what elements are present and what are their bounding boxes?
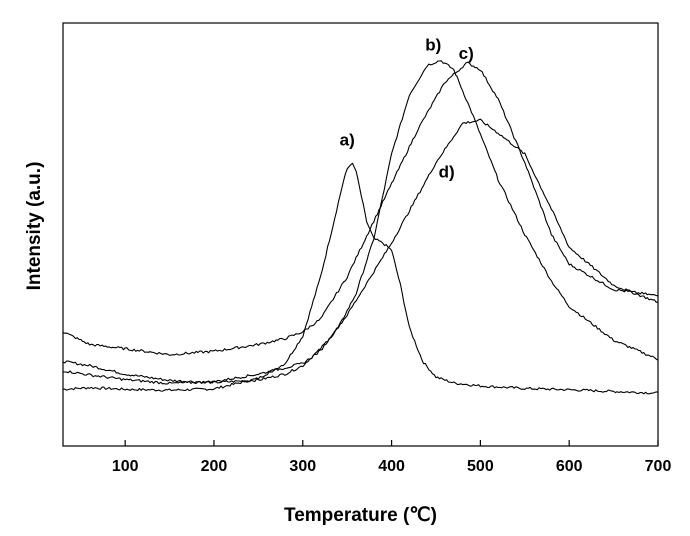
curve-labels: a) b) c) d) — [340, 35, 474, 181]
curve-label: d) — [439, 162, 455, 181]
x-tick-label: 400 — [378, 458, 405, 475]
curve-label: a) — [340, 131, 355, 150]
series-layer — [62, 60, 659, 395]
x-tick-label: 200 — [201, 458, 228, 475]
plot-area-frame — [62, 22, 659, 447]
curve-label: b) — [425, 35, 441, 54]
x-axis-ticks: 100 200 300 400 500 600 700 — [112, 440, 672, 475]
x-tick-label: 100 — [112, 458, 139, 475]
series-line-d — [62, 118, 659, 385]
x-tick-label: 600 — [556, 458, 583, 475]
curve-label: c) — [459, 44, 474, 63]
y-axis-title: Intensity (a.u.) — [24, 162, 45, 291]
x-tick-label: 300 — [289, 458, 316, 475]
series-line-b — [62, 60, 659, 384]
x-tick-label: 500 — [467, 458, 494, 475]
x-tick-label: 700 — [645, 458, 672, 475]
series-line-a — [62, 162, 659, 395]
x-axis-title: Temperature (℃) — [284, 505, 437, 526]
series-line-c — [62, 61, 659, 356]
